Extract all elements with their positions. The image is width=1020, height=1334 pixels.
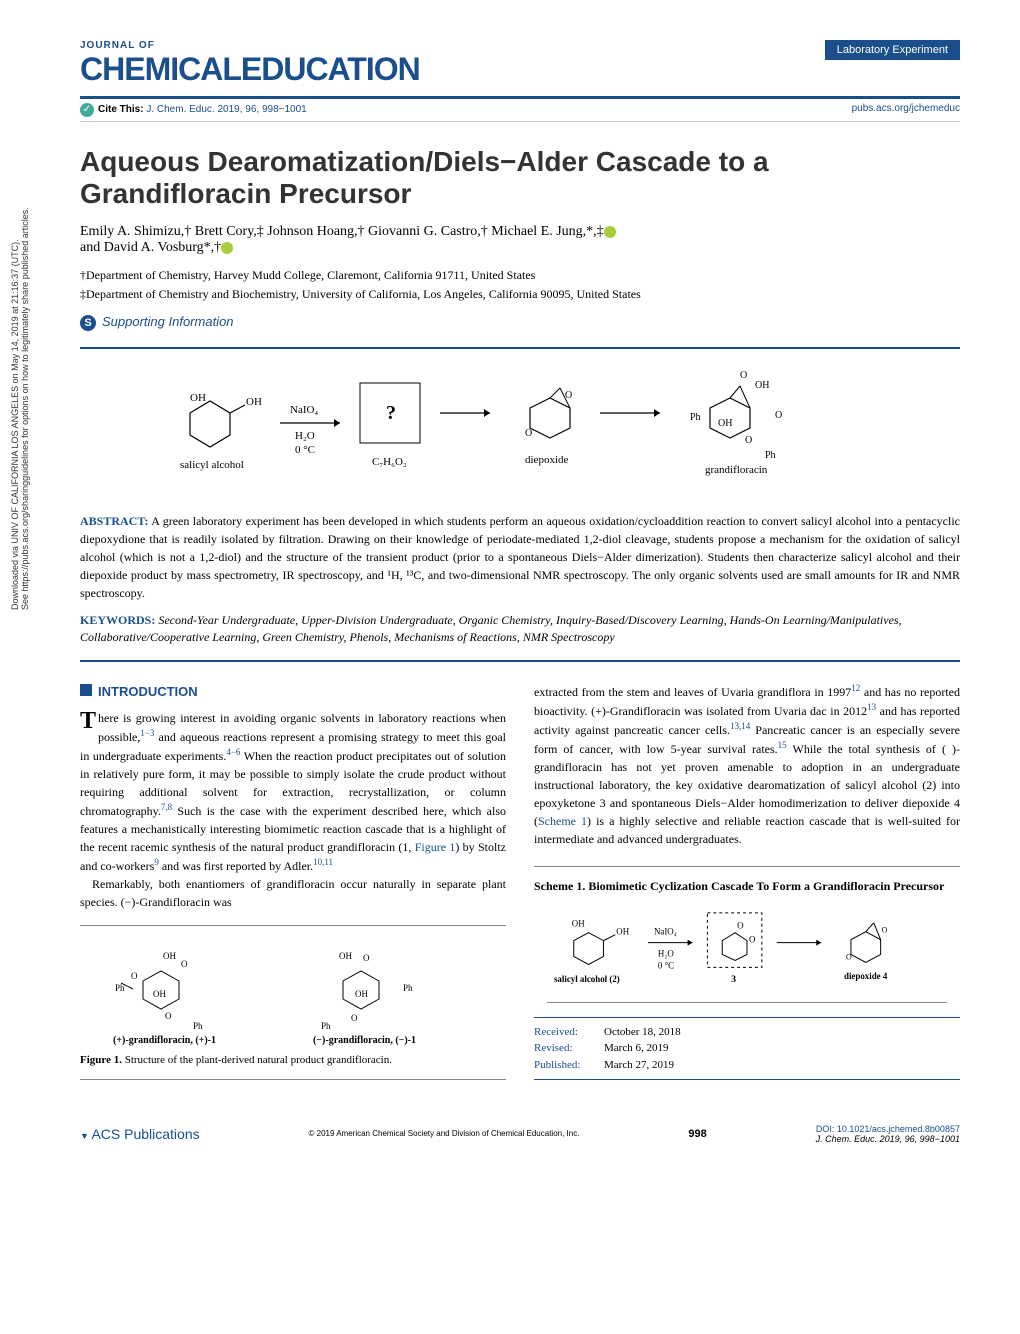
svg-text:diepoxide 4: diepoxide 4 [844,971,888,981]
authors-line2: and David A. Vosburg*,† [80,240,221,255]
article-title: Aqueous Dearomatization/Diels−Alder Casc… [80,146,960,210]
svg-text:Ph: Ph [321,1021,331,1031]
svg-text:OH: OH [718,418,732,429]
left-column: INTRODUCTION There is growing interest i… [80,682,506,1094]
supporting-info[interactable]: SSupporting Information [80,314,960,331]
intro-p1: There is growing interest in avoiding or… [80,709,506,875]
article-type-badge: Laboratory Experiment [825,40,960,60]
svg-text:OH: OH [755,380,769,391]
right-column: extracted from the stem and leaves of Uv… [534,682,960,1094]
svg-text:NaIO₄: NaIO₄ [290,404,318,416]
ref-link[interactable]: 12 [851,683,860,693]
orcid-icon [221,242,233,254]
scheme-1: Scheme 1. Biomimetic Cyclization Cascade… [534,866,960,1003]
svg-text:H₂O: H₂O [295,430,315,442]
check-icon: ✓ [80,103,94,117]
orcid-icon [604,226,616,238]
svg-text:OH: OH [355,989,368,999]
copyright: © 2019 American Chemical Society and Div… [309,1129,580,1138]
fig1-caption: Figure 1. Structure of the plant-derived… [80,1052,506,1069]
svg-text:O: O [525,428,532,439]
ref-link[interactable]: 15 [778,740,787,750]
citation: J. Chem. Educ. 2019, 96, 998−1001 [816,1134,960,1144]
svg-text:Ph: Ph [765,450,776,461]
col2-p1: extracted from the stem and leaves of Uv… [534,682,960,848]
scheme1-title: Scheme 1. Biomimetic Cyclization Cascade… [534,877,960,895]
page-number: 998 [688,1128,706,1140]
abstract-box: OH OH salicyl alcohol NaIO₄ H₂O 0 °C ? C… [80,347,960,662]
svg-text:?: ? [386,402,396,424]
abstract-text: ABSTRACT: A green laboratory experiment … [80,512,960,602]
svg-text:O: O [749,935,756,945]
footer: ▼ ACS Publications © 2019 American Chemi… [80,1124,960,1144]
svg-text:O: O [181,959,188,969]
header: JOURNAL OF CHEMICALEDUCATION Laboratory … [80,40,960,88]
svg-text:NaIO₄: NaIO₄ [654,927,677,937]
authors-line1: Emily A. Shimizu,† Brett Cory,‡ Johnson … [80,224,604,239]
svg-text:O: O [363,953,370,963]
svg-text:salicyl alcohol (2): salicyl alcohol (2) [554,974,620,984]
acs-logo: ▼ ACS Publications [80,1126,200,1142]
intro-p2: Remarkably, both enantiomers of grandifl… [80,875,506,911]
affiliation-1: †Department of Chemistry, Harvey Mudd Co… [80,268,960,283]
cite-link[interactable]: J. Chem. Educ. 2019, 96, 998−1001 [146,104,306,115]
svg-text:Ph: Ph [690,412,701,423]
scheme1-link[interactable]: Scheme 1 [538,814,587,828]
doi-link[interactable]: DOI: 10.1021/acs.jchemed.8b00857 [816,1124,960,1134]
svg-text:diepoxide: diepoxide [525,454,568,466]
svg-text:O: O [740,370,747,381]
svg-text:OH: OH [153,989,166,999]
svg-text:OH: OH [572,919,585,929]
svg-text:O: O [351,1013,358,1023]
journal-big: CHEMICALEDUCATION [80,51,420,88]
svg-text:C₇H₆O₂: C₇H₆O₂ [372,456,407,468]
svg-text:0 °C: 0 °C [295,444,315,456]
svg-text:O: O [745,435,752,446]
ref-link[interactable]: 4−6 [226,747,240,757]
ref-link[interactable]: 13 [867,702,876,712]
svg-text:O: O [131,971,138,981]
intro-header: INTRODUCTION [80,682,506,702]
svg-text:Ph: Ph [403,983,413,993]
svg-text:0 °C: 0 °C [658,960,674,970]
fig1-link[interactable]: Figure 1 [415,840,456,854]
abstract-scheme: OH OH salicyl alcohol NaIO₄ H₂O 0 °C ? C… [80,363,960,498]
dates-box: Received:October 18, 2018 Revised:March … [534,1017,960,1081]
svg-text:O: O [846,952,852,961]
svg-text:O: O [737,921,744,931]
figure-1: OH O Ph OH O Ph O (+)-grandifloracin, (+)-1… [80,925,506,1080]
authors: Emily A. Shimizu,† Brett Cory,‡ Johnson … [80,224,960,256]
svg-text:salicyl alcohol: salicyl alcohol [180,459,244,471]
svg-text:3: 3 [731,974,736,985]
svg-text:OH: OH [339,951,352,961]
ref-link[interactable]: 13,14 [730,721,750,731]
svg-text:OH: OH [163,951,176,961]
svg-text:grandifloracin: grandifloracin [705,464,768,476]
s-icon: S [80,315,96,331]
svg-text:OH: OH [616,927,629,937]
svg-text:OH: OH [190,392,206,404]
cite-bar: ✓ Cite This: J. Chem. Educ. 2019, 96, 998… [80,96,960,122]
keywords: KEYWORDS: Second-Year Undergraduate, Upp… [80,612,960,646]
svg-text:O: O [775,410,782,421]
svg-text:OH: OH [246,396,262,408]
svg-text:(−)-grandifloracin, (−)-1: (−)-grandifloracin, (−)-1 [313,1035,416,1046]
ref-link[interactable]: 7,8 [161,802,172,812]
affiliation-2: ‡Department of Chemistry and Biochemistr… [80,287,960,302]
svg-text:O: O [165,1011,172,1021]
ref-link[interactable]: 1−3 [140,728,154,738]
journal-logo: JOURNAL OF CHEMICALEDUCATION [80,40,420,88]
journal-small: JOURNAL OF [80,40,420,51]
svg-text:H₂O: H₂O [658,948,675,958]
ref-link[interactable]: 10,11 [313,857,333,867]
pubs-link[interactable]: pubs.acs.org/jchemeduc [852,103,960,117]
svg-text:O: O [565,390,572,401]
svg-text:(+)-grandifloracin, (+)-1: (+)-grandifloracin, (+)-1 [113,1035,216,1046]
cite-label: Cite This: [98,104,144,115]
svg-text:O: O [882,926,888,935]
svg-text:Ph: Ph [193,1021,203,1031]
